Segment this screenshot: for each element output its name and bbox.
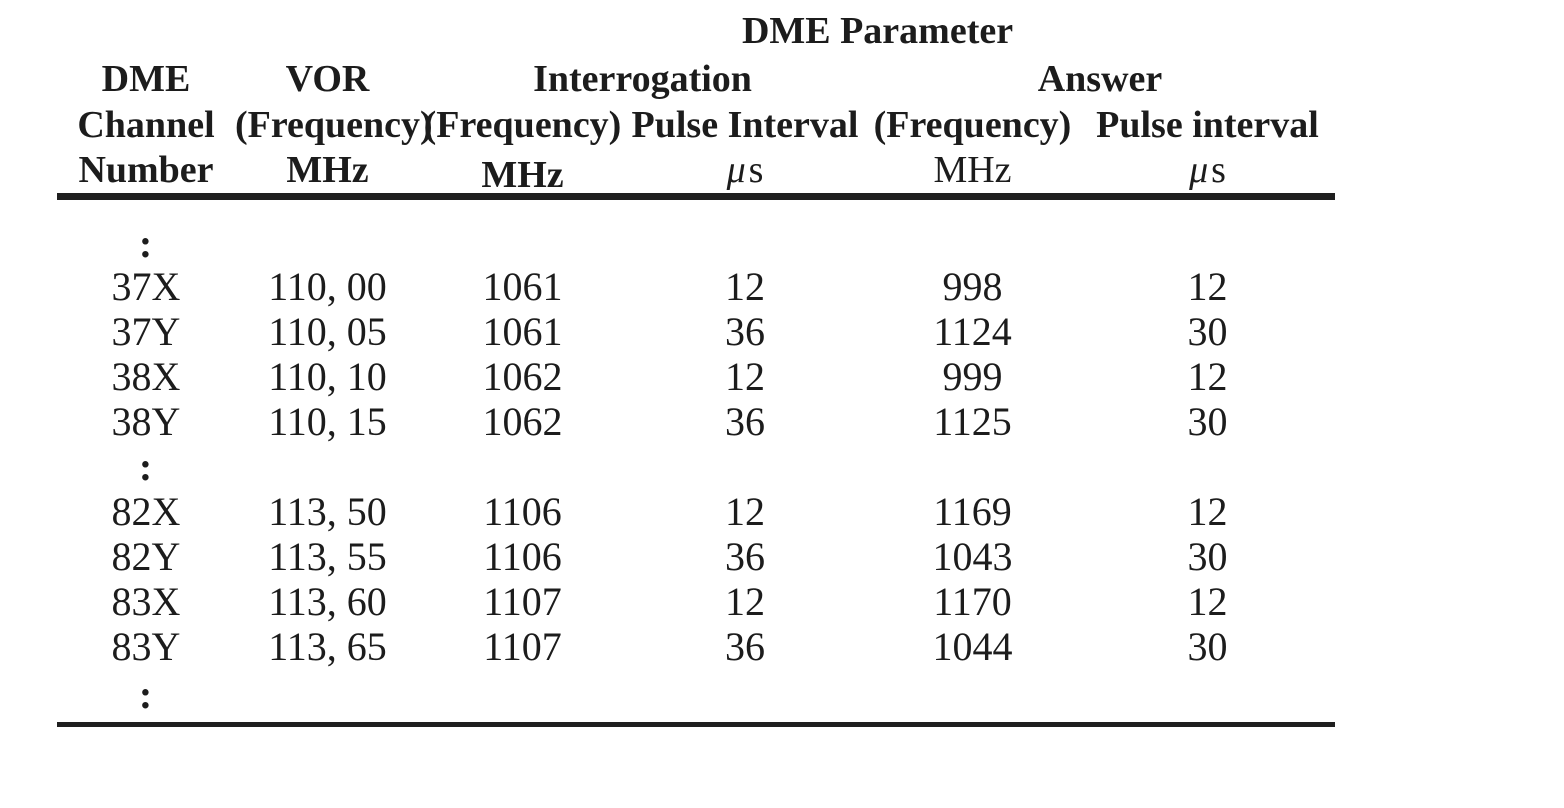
cell-answer-pulse: 30	[1187, 308, 1228, 354]
mu-symbol: μ	[1189, 149, 1209, 192]
cell-interrogation-pulse: 12	[725, 353, 765, 399]
cell-interrogation-mhz: 1061	[482, 263, 563, 309]
cell-answer-mhz: 1169	[933, 488, 1012, 534]
cell-interrogation-mhz: 1107	[483, 578, 562, 624]
cell-answer-mhz: 1124	[933, 308, 1012, 354]
mu-symbol: μ	[726, 149, 746, 192]
ellipsis-row: :	[57, 669, 1336, 727]
cell-interrogation-pulse: 36	[725, 623, 765, 669]
table-row: 38X 110, 10 1062 12 999 12	[57, 354, 1335, 399]
cell-vor-mhz: 110, 15	[268, 398, 387, 444]
cell-channel: 83X	[111, 578, 181, 624]
header-vor-line2: (Frequency)	[235, 104, 433, 146]
table-title-row: DME Parameter	[57, 6, 1335, 56]
cell-interrogation-mhz: 1062	[482, 398, 563, 444]
header-interrogation-pulse: Pulse Interval	[631, 104, 859, 146]
cell-answer-pulse: 12	[1187, 263, 1228, 309]
cell-answer-mhz: 1044	[932, 623, 1013, 669]
table-row: 38Y 110, 15 1062 36 1125 30	[57, 399, 1335, 444]
cell-interrogation-pulse: 12	[725, 578, 765, 624]
header-group-row: DME VOR Interrogation Answer	[57, 56, 1335, 102]
header-channel-line2: Channel	[77, 104, 215, 146]
table-title: DME Parameter	[741, 10, 1014, 52]
header-unit-row: Number MHz MHz μs MHz μs	[57, 148, 1336, 200]
header-interrogation-group: Interrogation	[533, 58, 752, 100]
header-channel-line3: Number	[57, 148, 235, 200]
cell-interrogation-pulse: 12	[725, 488, 765, 534]
ellipsis-row: :	[57, 444, 1335, 489]
ellipsis-row: :	[57, 196, 1335, 264]
cell-answer-pulse: 30	[1187, 398, 1228, 444]
cell-vor-mhz: 110, 10	[268, 353, 387, 399]
header-interrogation-pulse-unit: μs	[625, 148, 865, 200]
cell-vor-mhz: 110, 00	[268, 263, 387, 309]
title-spacer	[57, 6, 420, 56]
cell-vor-mhz: 113, 65	[268, 623, 387, 669]
header-vor-line1: VOR	[285, 58, 370, 100]
cell-channel: 38Y	[111, 398, 181, 444]
cell-interrogation-mhz: 1061	[482, 308, 563, 354]
cell-channel: 37Y	[111, 308, 181, 354]
ellipsis: :	[138, 220, 154, 266]
cell-interrogation-mhz: 1106	[483, 488, 562, 534]
cell-answer-pulse: 12	[1187, 578, 1228, 624]
header-answer-pulse-unit: μs	[1080, 148, 1336, 200]
cell-answer-mhz: 1043	[932, 533, 1013, 579]
ellipsis: :	[138, 443, 154, 489]
header-answer-frequency: (Frequency)	[873, 104, 1072, 146]
table-row: 37X 110, 00 1061 12 998 12	[57, 264, 1335, 309]
header-vor-unit: MHz	[235, 148, 420, 200]
table-body: : 37X 110, 00 1061 12 998 12 37Y 110, 05…	[57, 196, 1336, 727]
cell-interrogation-mhz: 1107	[483, 623, 562, 669]
header-channel-line1: DME	[101, 58, 191, 100]
table-row: 83X 113, 60 1107 12 1170 12	[57, 579, 1335, 624]
cell-channel: 37X	[111, 263, 181, 309]
cell-channel: 83Y	[111, 623, 181, 669]
table-row: 82X 113, 50 1106 12 1169 12	[57, 489, 1335, 534]
cell-vor-mhz: 113, 50	[268, 488, 387, 534]
header-answer-frequency-unit: MHz	[865, 148, 1080, 200]
microsecond-s: s	[1211, 149, 1226, 192]
cell-answer-pulse: 30	[1187, 623, 1228, 669]
cell-interrogation-pulse: 36	[725, 308, 765, 354]
interrogation-mhz-unit: MHz	[481, 154, 564, 197]
table-row: 37Y 110, 05 1061 36 1124 30	[57, 309, 1335, 354]
header-interrogation-frequency: (Frequency)	[423, 104, 622, 146]
cell-answer-pulse: 12	[1187, 488, 1228, 534]
microsecond-s: s	[748, 149, 764, 192]
cell-interrogation-pulse: 36	[725, 398, 765, 444]
header-sub-row: Channel (Frequency) (Frequency) Pulse In…	[57, 102, 1335, 148]
cell-answer-mhz: 1125	[933, 398, 1012, 444]
header-answer-pulse: Pulse interval	[1096, 104, 1319, 146]
cell-vor-mhz: 110, 05	[268, 308, 387, 354]
cell-answer-mhz: 1170	[933, 578, 1012, 624]
cell-vor-mhz: 113, 60	[268, 578, 387, 624]
cell-answer-mhz: 998	[942, 263, 1003, 309]
cell-channel: 38X	[111, 353, 181, 399]
cell-interrogation-pulse: 36	[725, 533, 765, 579]
cell-channel: 82Y	[111, 533, 181, 579]
table-row: 82Y 113, 55 1106 36 1043 30	[57, 534, 1335, 579]
table-row: 83Y 113, 65 1107 36 1044 30	[57, 624, 1335, 669]
cell-channel: 82X	[111, 488, 181, 534]
cell-answer-mhz: 999	[942, 353, 1003, 399]
cell-interrogation-mhz: 1106	[483, 533, 562, 579]
cell-vor-mhz: 113, 55	[268, 533, 387, 579]
header-interrogation-frequency-unit: MHz	[420, 148, 625, 200]
cell-interrogation-mhz: 1062	[482, 353, 563, 399]
table-header: DME Parameter DME VOR Interrogation Answ…	[57, 6, 1336, 200]
ellipsis: :	[57, 669, 235, 727]
header-answer-group: Answer	[1037, 58, 1163, 100]
dme-parameter-table: DME Parameter DME VOR Interrogation Answ…	[57, 6, 1336, 727]
cell-interrogation-pulse: 12	[725, 263, 765, 309]
cell-answer-pulse: 30	[1187, 533, 1228, 579]
cell-answer-pulse: 12	[1187, 353, 1228, 399]
